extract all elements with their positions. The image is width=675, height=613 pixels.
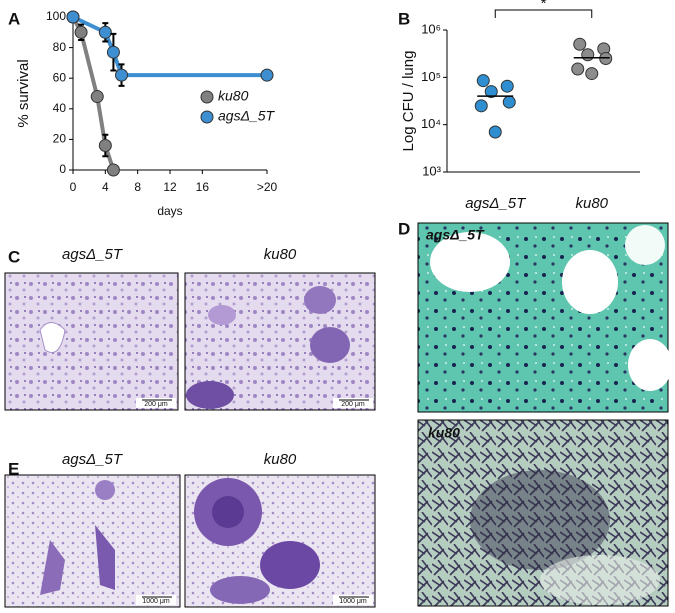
data-point: [106, 163, 120, 177]
micrograph: 1000 μm: [4, 474, 181, 608]
data-point: [98, 25, 112, 39]
image-title: ku80: [428, 425, 460, 441]
data-point: [74, 25, 88, 39]
data-point: [474, 99, 488, 113]
image-title: ku80: [264, 451, 297, 468]
image-title: ku80: [264, 246, 297, 263]
micrograph: 1000 μm: [184, 474, 376, 608]
micrograph: 200 μm: [4, 272, 179, 411]
y-tick-label: 10⁵: [421, 69, 441, 84]
image-title: agsΔ_5T: [426, 227, 485, 243]
scale-bar-label: 1000 μm: [142, 598, 170, 605]
y-tick-label: 10⁶: [421, 21, 441, 36]
panel-label: E: [8, 459, 19, 478]
scale-bar-label: 200 μm: [341, 401, 365, 408]
scale-bar-label: 1000 μm: [339, 598, 367, 605]
data-point: [502, 95, 516, 109]
annotation: *: [541, 0, 547, 12]
significance-bracket: [494, 9, 593, 18]
panel-label: C: [8, 247, 20, 266]
panel-label: A: [8, 9, 20, 28]
micrograph: 200 μm: [184, 272, 376, 411]
y-tick-label: 20: [53, 132, 67, 146]
data-point: [581, 48, 595, 62]
y-tick-label: 100: [46, 9, 66, 23]
x-axis-label: days: [157, 204, 182, 218]
legend-label: agsΔ_5T: [218, 108, 276, 124]
image-title: agsΔ_5T: [62, 246, 124, 263]
data-point: [573, 37, 587, 51]
micrograph: agsΔ_5T: [417, 222, 672, 413]
x-tick-label: 4: [102, 180, 109, 194]
x-tick-label: 0: [70, 180, 77, 194]
image-title: agsΔ_5T: [62, 451, 124, 468]
data-point: [260, 68, 274, 82]
y-tick-label: 10⁴: [421, 116, 441, 131]
x-tick-label: 12: [163, 180, 177, 194]
scale-bar-label: 200 μm: [144, 401, 168, 408]
data-point: [500, 79, 514, 93]
data-point: [476, 74, 490, 88]
data-point: [106, 45, 120, 59]
x-tick-label: 8: [134, 180, 141, 194]
data-point: [585, 67, 599, 81]
data-point: [488, 125, 502, 139]
y-axis-label: Log CFU / lung: [400, 51, 417, 152]
legend-label: ku80: [218, 88, 249, 104]
y-tick-label: 40: [53, 101, 67, 115]
micrograph: ku80: [417, 419, 669, 607]
data-point: [90, 90, 104, 104]
data-point: [599, 51, 613, 65]
x-tick-label: >20: [257, 180, 278, 194]
data-point: [115, 68, 128, 82]
panel-label: D: [398, 219, 410, 238]
y-tick-label: 80: [53, 40, 67, 54]
x-tick-label: 16: [196, 180, 210, 194]
panel-label: B: [398, 9, 410, 28]
x-tick-label: ku80: [575, 195, 608, 212]
data-point: [98, 139, 112, 153]
data-point: [484, 85, 498, 99]
legend-marker: [200, 90, 214, 104]
y-tick-label: 0: [59, 162, 66, 176]
data-point: [571, 62, 585, 76]
y-axis-label: % survival: [15, 59, 32, 127]
series-line: [72, 15, 267, 78]
data-point: [66, 10, 80, 24]
y-tick-label: 60: [53, 70, 67, 84]
x-tick-label: agsΔ_5T: [465, 195, 527, 212]
y-tick-label: 10³: [422, 163, 441, 178]
legend-marker: [200, 110, 214, 124]
